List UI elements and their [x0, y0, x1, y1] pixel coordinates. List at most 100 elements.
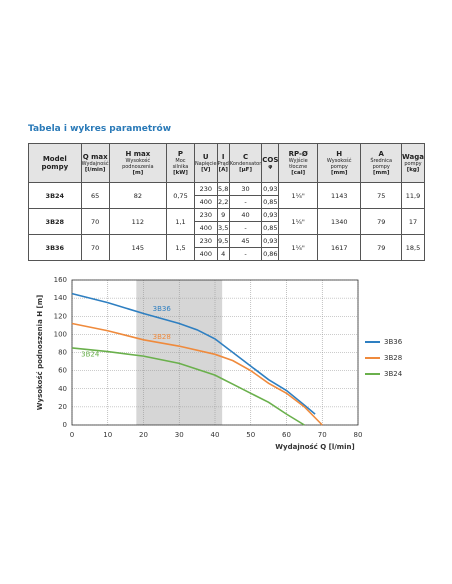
- y-tick-label: 60: [58, 367, 67, 375]
- cell: 1143: [317, 182, 362, 209]
- x-tick-label: 0: [70, 431, 74, 439]
- header-sub: Kondensator: [229, 161, 262, 167]
- x-tick-label: 10: [103, 431, 112, 439]
- header-cell: RP-Ø Wyjście tłoczne [cal]: [278, 143, 319, 183]
- header-label: U: [202, 153, 209, 161]
- header-label: Waga: [402, 153, 424, 161]
- legend-label: 3B24: [384, 370, 403, 378]
- header-cell: C Kondensator [µF]: [228, 143, 263, 183]
- y-tick-label: 140: [54, 294, 67, 302]
- cell: 18,5: [401, 234, 425, 261]
- header-sub: Moc silnika: [172, 158, 189, 170]
- x-tick-label: 20: [139, 431, 148, 439]
- model-cell: 3B24: [28, 182, 82, 209]
- header-cell: Q max Wydajność [l/min]: [80, 143, 110, 183]
- header-unit: [l/min]: [84, 167, 106, 173]
- header-label: COS: [262, 156, 279, 164]
- table-row: 3B28 70 112 1,1 230 9 40 0,93 1¼" 1340 79 17: [28, 208, 425, 235]
- x-tick-label: 70: [318, 431, 327, 439]
- header-sub: Wysokość podnoszenia: [122, 158, 154, 170]
- table-row: 3B36 70 145 1,5 230 9,5 45 0,93 1¼" 1617 79 18,5: [28, 234, 425, 261]
- cell: 1¼": [278, 208, 319, 235]
- header-unit: φ: [268, 164, 273, 170]
- y-tick-label: 40: [58, 385, 67, 393]
- header-sub: Wydajność: [81, 161, 109, 167]
- x-tick-label: 30: [175, 431, 184, 439]
- cell: 11,9: [401, 182, 425, 209]
- cell: 4: [216, 247, 230, 261]
- cell: 0,86: [261, 247, 280, 261]
- y-tick-label: 0: [63, 421, 67, 429]
- cell: 0,93: [261, 234, 280, 248]
- x-tick-label: 40: [211, 431, 220, 439]
- header-sub: Wysokość pompy: [326, 158, 352, 170]
- header-cell: Model pompy: [28, 143, 82, 183]
- header-unit: [kW]: [173, 170, 188, 176]
- model-cell: 3B28: [28, 208, 82, 235]
- header-cell: U Napięcie [V]: [193, 143, 218, 183]
- series-line: [71, 292, 316, 415]
- header-sub: Napięcie: [194, 161, 217, 167]
- header-unit: [mm]: [372, 170, 390, 176]
- header-label: H: [336, 150, 343, 158]
- section-title: Tabela i wykres parametrów: [28, 124, 172, 134]
- header-label: I: [221, 153, 225, 161]
- table-body: 3B24 65 82 0,75 230 5,8 30 0,93 1¼" 1143 75 11,9 400…: [28, 182, 425, 261]
- header-unit: [m]: [132, 170, 144, 176]
- x-tick-label: 80: [354, 431, 363, 439]
- header-row: Model pompy Q max Wydajność [l/min] H max Wys…: [28, 143, 425, 183]
- y-tick-label: 120: [54, 312, 67, 320]
- header-cell: H max Wysokość podnoszenia [m]: [108, 143, 168, 183]
- header-cell: I Prąd [A]: [216, 143, 230, 183]
- cell: 1¼": [278, 234, 319, 261]
- header-unit: [V]: [201, 167, 211, 173]
- header-cell: A Średnica pompy [mm]: [360, 143, 402, 183]
- header-unit: [µF]: [239, 167, 252, 173]
- header-unit: [A]: [218, 167, 228, 173]
- header-label: Model pompy: [41, 155, 69, 171]
- table-row: 400 4-0,86: [29, 247, 425, 261]
- header-label: P: [177, 150, 184, 158]
- header-unit: [kg]: [406, 167, 420, 173]
- x-tick-label: 60: [282, 431, 291, 439]
- cell: 112: [108, 208, 168, 235]
- header-label: H max: [125, 150, 151, 158]
- header-cell: P Moc silnika [kW]: [166, 143, 195, 183]
- legend-label: 3B36: [384, 338, 403, 346]
- legend-label: 3B28: [384, 354, 402, 362]
- header-label: C: [242, 153, 249, 161]
- cell: 0,85: [261, 221, 280, 235]
- header-unit: [mm]: [330, 170, 348, 176]
- y-tick-label: 20: [58, 403, 67, 411]
- header-sub: Prąd: [217, 161, 229, 167]
- cell: 0,75: [166, 182, 195, 209]
- series-label: 3B36: [153, 305, 172, 313]
- series-line: [71, 322, 323, 426]
- cell: 1617: [317, 234, 362, 261]
- cell: 17: [401, 208, 425, 235]
- cell: 1,5: [166, 234, 195, 261]
- header-sub: Średnica pompy: [370, 158, 393, 170]
- table-row: 3B24 65 82 0,75 230 5,8 30 0,93 1¼" 1143 75 11,9: [28, 182, 425, 209]
- y-tick-label: 160: [54, 276, 67, 284]
- cell: 145: [108, 234, 168, 261]
- cell: -: [228, 247, 263, 261]
- header-sub: pompy: [404, 161, 422, 167]
- series-line: [71, 347, 305, 426]
- header-label: Q max: [82, 153, 108, 161]
- cell: 79: [360, 234, 402, 261]
- y-tick-label: 100: [54, 330, 67, 338]
- series-label: 3B24: [81, 350, 100, 358]
- cell: 1340: [317, 208, 362, 235]
- y-axis-label: Wysokość podnoszenia H [m]: [36, 295, 44, 410]
- x-axis-label: Wydajność Q [l/min]: [275, 443, 354, 451]
- header-unit: [cal]: [291, 170, 306, 176]
- header-label: RP-Ø: [288, 150, 308, 158]
- series-label: 3B28: [153, 333, 171, 341]
- header-cell: H Wysokość pompy [mm]: [317, 143, 362, 183]
- x-tick-label: 50: [246, 431, 255, 439]
- plot-frame: [71, 279, 359, 426]
- y-tick-label: 80: [58, 349, 67, 357]
